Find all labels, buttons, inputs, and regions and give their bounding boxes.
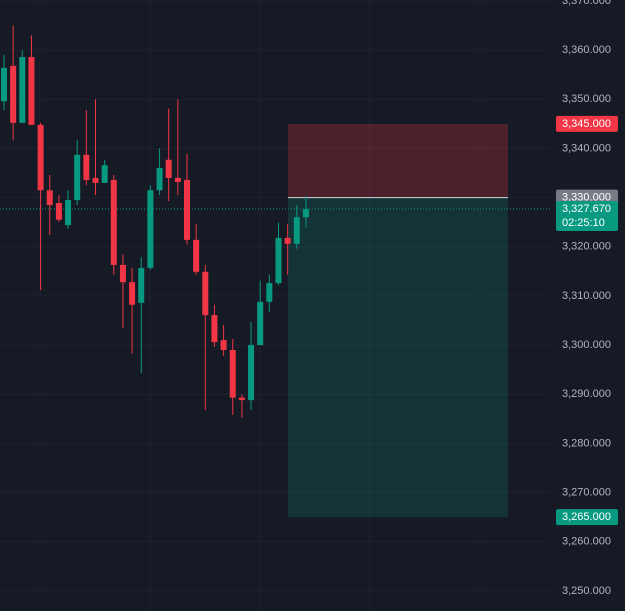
candle-body xyxy=(220,340,227,350)
y-tick-label: 3,290.000 xyxy=(562,388,611,400)
candle-body xyxy=(293,217,300,244)
y-tick-label: 3,320.000 xyxy=(562,241,611,253)
candle-body xyxy=(193,239,200,272)
last-price-tag xyxy=(556,201,618,232)
y-tick-label: 3,300.000 xyxy=(562,339,611,351)
candle-body xyxy=(266,283,273,302)
candle-body xyxy=(92,177,99,183)
stop-tag-label: 3,345.000 xyxy=(562,118,611,130)
candle-body xyxy=(119,264,126,283)
target-tag xyxy=(556,509,618,526)
y-tick-label: 3,360.000 xyxy=(562,44,611,56)
entry-tag-label: 3,330.000 xyxy=(562,192,611,204)
candle-body xyxy=(229,349,236,398)
candle-body xyxy=(101,165,108,183)
y-tick-label: 3,260.000 xyxy=(562,536,611,548)
y-tick-label: 3,370.000 xyxy=(562,0,611,7)
y-tick-label: 3,280.000 xyxy=(562,437,611,449)
candle-body xyxy=(83,154,90,180)
stop-zone xyxy=(288,123,508,198)
candle-body xyxy=(46,190,53,205)
y-tick-label: 3,270.000 xyxy=(562,486,611,498)
candle-body xyxy=(302,209,309,218)
y-tick-label: 3,250.000 xyxy=(562,585,611,597)
y-tick-label: 3,340.000 xyxy=(562,142,611,154)
target-zone xyxy=(288,197,508,518)
stop-tag xyxy=(556,115,618,132)
candle-body xyxy=(211,315,218,343)
candle-body xyxy=(174,177,181,182)
last-price-label: 3,327.670 xyxy=(562,203,611,215)
candle-body xyxy=(129,282,136,305)
candle-body xyxy=(65,200,72,226)
candle-body xyxy=(147,190,154,268)
candle-body xyxy=(138,267,145,303)
candle-body xyxy=(10,65,17,123)
candle-body xyxy=(156,168,163,191)
y-tick-label: 3,310.000 xyxy=(562,290,611,302)
candle-body xyxy=(248,345,255,401)
candle-body xyxy=(184,179,190,240)
candle-body xyxy=(110,179,117,265)
candle-body xyxy=(19,57,26,123)
candle-body xyxy=(1,67,7,102)
candle-body xyxy=(37,124,44,191)
candle-body xyxy=(275,237,282,284)
candle-body xyxy=(238,397,245,401)
y-tick-label: 3,350.000 xyxy=(562,93,611,105)
countdown-label: 02:25:10 xyxy=(562,217,605,229)
candle-body xyxy=(28,57,35,125)
candle-body xyxy=(74,154,81,201)
candle-body xyxy=(202,271,209,316)
target-tag-label: 3,265.000 xyxy=(562,511,611,523)
candle-body xyxy=(284,237,291,244)
candle-body xyxy=(257,301,264,346)
candle-body xyxy=(55,203,62,220)
candle-body xyxy=(165,159,172,178)
